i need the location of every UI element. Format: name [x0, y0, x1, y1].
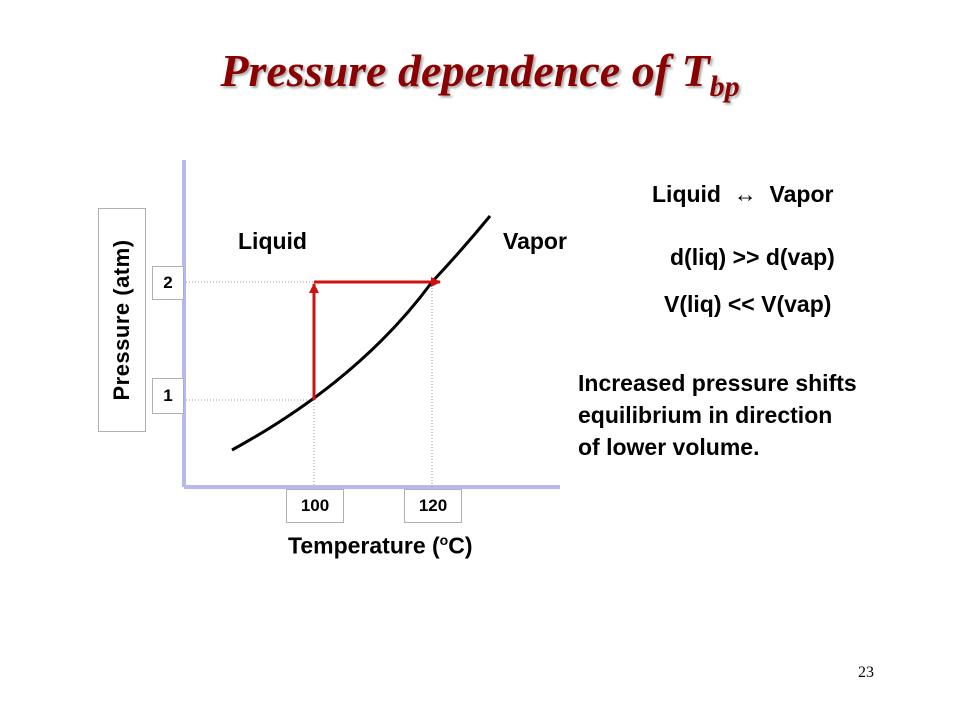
- slide-title: Pressure dependence of Tbp: [220, 45, 740, 103]
- explanation-line: equilibrium in direction: [578, 402, 833, 428]
- equilibrium-equation: Liquid ↔ Vapor: [652, 181, 834, 207]
- volume-relation: V(liq) << V(vap): [664, 291, 832, 317]
- x-axis-label: Temperature (oC): [288, 532, 473, 559]
- density-relation: d(liq) >> d(vap): [670, 244, 835, 270]
- y-axis-label-box: Pressure (atm): [98, 208, 146, 432]
- explanation-line: Increased pressure shifts: [578, 370, 857, 396]
- liquid-region-label: Liquid: [238, 228, 307, 254]
- vapor-pressure-curve: [231, 215, 492, 452]
- double-arrow-icon: ↔: [733, 181, 757, 207]
- x-tick-120: 120: [404, 489, 462, 523]
- page-number: 23: [858, 664, 874, 681]
- y-axis-label: Pressure (atm): [109, 239, 134, 401]
- explanation-text: Increased pressure shifts equilibrium in…: [578, 367, 857, 463]
- explanation-line: of lower volume.: [578, 434, 760, 460]
- y-tick-2: 2: [152, 266, 184, 300]
- x-tick-100: 100: [286, 489, 344, 523]
- y-tick-1: 1: [152, 378, 184, 414]
- vapor-region-label: Vapor: [503, 228, 567, 254]
